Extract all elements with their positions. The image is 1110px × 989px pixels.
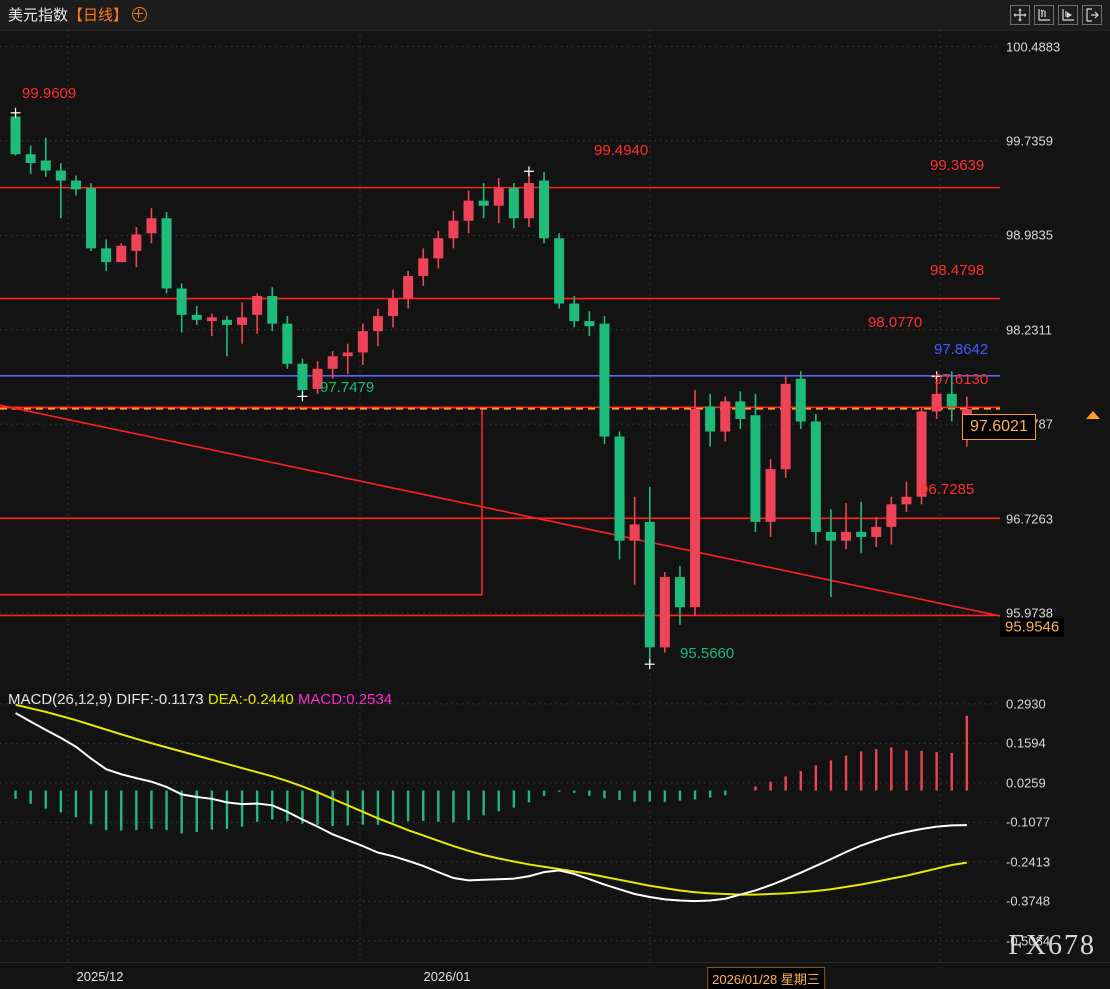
price-tag-arrow [1086,410,1100,419]
current-price-tag: 97.6021 [962,413,1036,440]
instrument-name: 美元指数 [8,7,69,24]
price-chart-pane[interactable] [0,30,1000,685]
macd-tick-6: -0.5084 [1006,933,1051,949]
price-tick-0: 100.4883 [1006,39,1061,55]
macd-tick-2: 0.0259 [1006,775,1046,791]
axis-scale-icon[interactable] [1034,5,1054,25]
chart-toolbar [1010,5,1102,25]
macd-axis[interactable]: 0.2930 0.1594 0.0259 -0.1077 -0.2413 -0.3748 -… [1000,690,1110,962]
price-tick-6: 95.9738 [1006,605,1053,621]
axis-shift-icon[interactable] [1058,5,1078,25]
macd-tick-0: 0.2930 [1006,696,1046,712]
price-axis[interactable]: 100.488399.735998.983598.231197.478796.7… [962,30,1110,685]
timeframe-label: 【日线】 [68,7,129,24]
macd-tick-3: -0.1077 [1006,814,1051,830]
macd-dea: DEA:-0.2440 [207,691,294,708]
time-label-1: 2026/01 [423,969,471,984]
exit-icon[interactable] [1082,5,1102,25]
selected-date-label: 2026/01/28 星期三 [707,967,825,989]
macd-chart-pane[interactable] [0,690,1000,962]
price-tick-3: 98.2311 [1006,322,1053,338]
price-tick-1: 99.7359 [1006,133,1053,149]
chart-title: 美元指数【日线】 [8,4,148,25]
price-candlestick-plot [0,30,1000,685]
macd-tick-1: 0.1594 [1006,735,1046,751]
chart-header: 美元指数【日线】 [0,0,1110,31]
macd-tick-4: -0.2413 [1006,854,1051,870]
crosshair-move-icon[interactable] [1010,5,1030,25]
price-tick-5: 96.7263 [1006,511,1053,527]
macd-tick-5: -0.3748 [1006,893,1051,909]
trendline-value-tag: 95.9546 [1000,617,1065,637]
price-tick-2: 98.9835 [1006,227,1053,243]
circle-plus-icon[interactable] [132,7,148,22]
macd-plot [0,690,1000,962]
time-axis[interactable]: 2025/12 2026/01 2026/01/28 星期三 [0,962,1110,989]
time-label-0: 2025/12 [76,969,124,984]
